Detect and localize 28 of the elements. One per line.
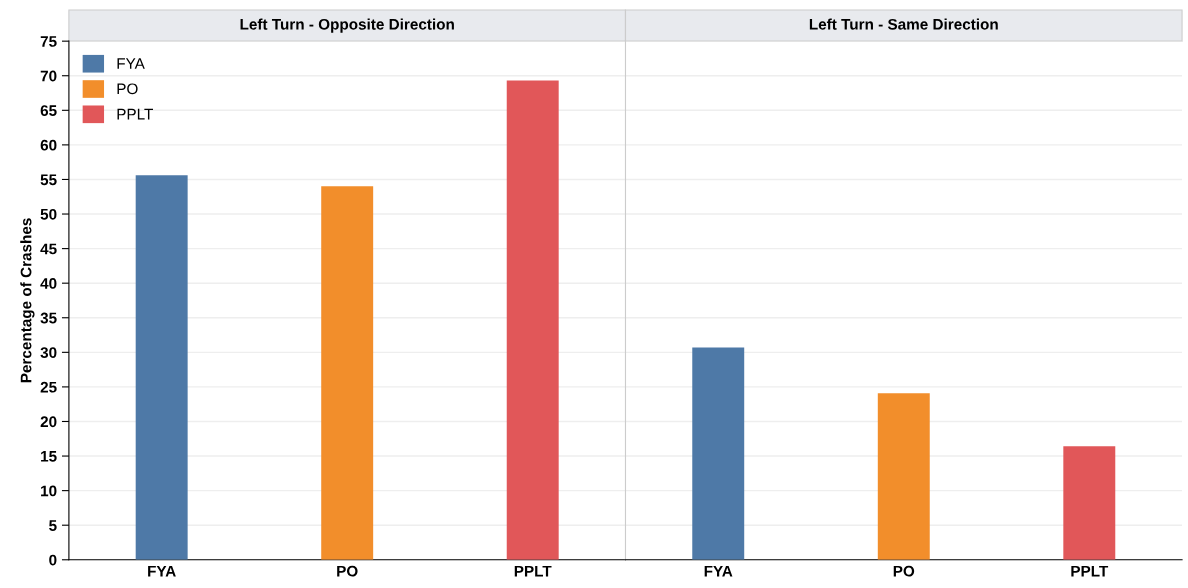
y-tick-label: 55: [40, 174, 57, 186]
y-tick-label: 45: [40, 243, 57, 255]
y-tick-label: 75: [40, 36, 57, 47]
y-tick-label: 60: [40, 139, 57, 151]
legend-label: FYA: [117, 58, 145, 69]
legend-label: PO: [117, 83, 138, 95]
x-tick-label: FYA: [148, 565, 176, 577]
x-tick-label: PO: [337, 565, 358, 577]
y-tick-label: 15: [41, 451, 57, 462]
y-tick-label: 20: [40, 416, 57, 428]
y-tick-label: 40: [40, 278, 57, 289]
x-tick-label: FYA: [704, 565, 733, 577]
y-tick-label: 50: [40, 208, 57, 220]
y-tick-label: 30: [40, 347, 57, 359]
y-tick-label: 65: [40, 105, 57, 116]
y-tick-label: 25: [40, 381, 57, 393]
legend-label: PPLT: [117, 108, 153, 120]
y-axis-title: Percentage of Crashes: [20, 218, 35, 383]
chart-title: Left Turn - Same Direction: [809, 18, 998, 30]
x-tick-label: PPLT: [514, 565, 552, 577]
x-tick-label: PPLT: [1071, 565, 1109, 577]
chart-title: Left Turn - Opposite Direction: [240, 18, 454, 33]
y-tick-label: 70: [40, 70, 57, 82]
x-tick-label: PO: [893, 565, 915, 577]
y-tick-label: 0: [49, 554, 57, 566]
y-tick-label: 10: [41, 485, 57, 497]
y-tick-label: 35: [40, 312, 57, 324]
y-tick-label: 5: [49, 520, 57, 531]
